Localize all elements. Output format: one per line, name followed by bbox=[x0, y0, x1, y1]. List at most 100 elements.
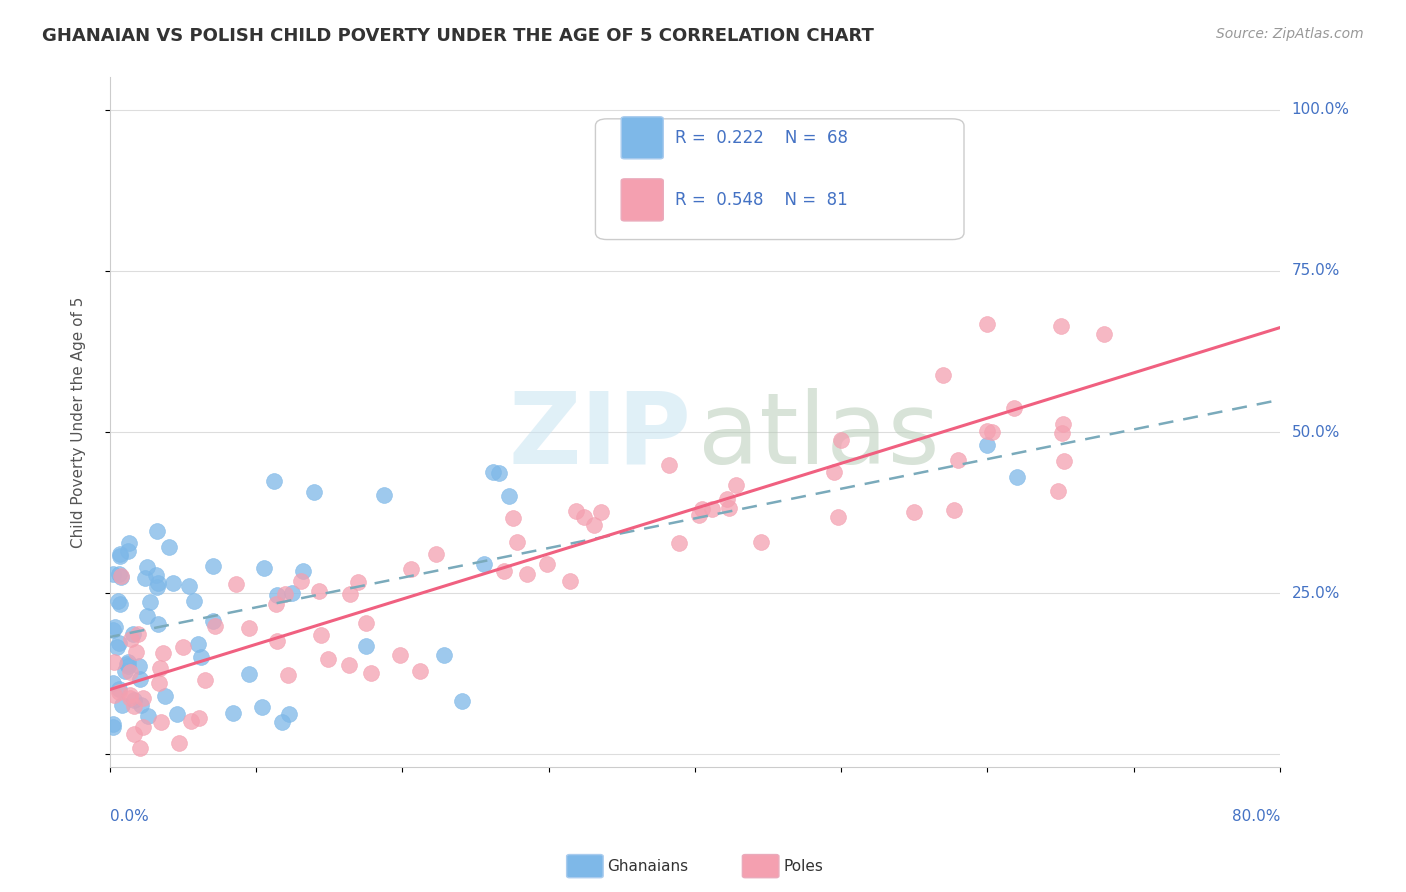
Point bbox=[103, 655, 125, 669]
Point bbox=[356, 615, 378, 630]
Point bbox=[572, 510, 595, 524]
Point bbox=[472, 557, 495, 571]
Point bbox=[146, 617, 169, 632]
Point bbox=[668, 535, 690, 549]
Point bbox=[492, 564, 515, 578]
Point bbox=[903, 505, 925, 519]
Text: 50.0%: 50.0% bbox=[1292, 425, 1340, 440]
Point bbox=[183, 594, 205, 608]
Point bbox=[136, 560, 159, 574]
Text: R =  0.222    N =  68: R = 0.222 N = 68 bbox=[675, 129, 848, 147]
Point bbox=[308, 583, 330, 598]
Point bbox=[830, 433, 852, 447]
Point bbox=[1052, 417, 1074, 431]
Point bbox=[238, 667, 260, 681]
Point bbox=[157, 540, 180, 554]
Point bbox=[582, 518, 605, 533]
Y-axis label: Child Poverty Under the Age of 5: Child Poverty Under the Age of 5 bbox=[72, 297, 86, 548]
Point bbox=[1047, 483, 1070, 498]
Point bbox=[976, 425, 998, 439]
Point bbox=[238, 621, 260, 635]
Point bbox=[932, 368, 955, 383]
Point bbox=[149, 714, 172, 729]
Point bbox=[101, 623, 124, 637]
Point bbox=[354, 639, 377, 653]
Point bbox=[409, 664, 432, 678]
Point bbox=[107, 681, 129, 696]
FancyBboxPatch shape bbox=[621, 178, 664, 221]
Point bbox=[146, 580, 169, 594]
Point bbox=[117, 658, 139, 673]
Point bbox=[117, 657, 139, 671]
Point bbox=[148, 575, 170, 590]
Point bbox=[225, 577, 247, 591]
Point bbox=[1005, 470, 1028, 484]
Point bbox=[1092, 327, 1115, 342]
Point bbox=[290, 574, 312, 589]
Point bbox=[129, 698, 152, 712]
Point bbox=[125, 645, 148, 659]
Point bbox=[122, 627, 145, 641]
Text: atlas: atlas bbox=[699, 388, 941, 484]
Point bbox=[145, 524, 167, 539]
Point bbox=[302, 484, 325, 499]
Point bbox=[145, 567, 167, 582]
Point bbox=[204, 619, 226, 633]
Point bbox=[118, 688, 141, 702]
Point bbox=[155, 690, 177, 704]
Text: Source: ZipAtlas.com: Source: ZipAtlas.com bbox=[1216, 27, 1364, 41]
Point bbox=[108, 636, 131, 650]
Point bbox=[976, 317, 998, 331]
Point bbox=[450, 694, 472, 708]
Point bbox=[291, 564, 314, 578]
Point bbox=[558, 574, 581, 589]
Point bbox=[201, 614, 224, 628]
Text: R =  0.548    N =  81: R = 0.548 N = 81 bbox=[675, 191, 848, 210]
Point bbox=[658, 458, 681, 473]
Point bbox=[120, 691, 142, 706]
FancyBboxPatch shape bbox=[621, 117, 664, 159]
Point bbox=[128, 672, 150, 686]
Point bbox=[118, 665, 141, 680]
Text: 80.0%: 80.0% bbox=[1232, 809, 1279, 823]
Point bbox=[132, 719, 155, 733]
Point bbox=[107, 567, 129, 582]
Point bbox=[506, 535, 529, 549]
Point bbox=[1052, 453, 1074, 467]
Point bbox=[148, 676, 170, 690]
Text: GHANAIAN VS POLISH CHILD POVERTY UNDER THE AGE OF 5 CORRELATION CHART: GHANAIAN VS POLISH CHILD POVERTY UNDER T… bbox=[42, 27, 875, 45]
Point bbox=[360, 666, 382, 681]
Point bbox=[946, 453, 969, 467]
Point bbox=[172, 640, 194, 654]
Point bbox=[718, 501, 741, 516]
Point bbox=[346, 574, 368, 589]
Point bbox=[263, 474, 285, 488]
Point bbox=[139, 595, 162, 609]
Text: ZIP: ZIP bbox=[509, 388, 692, 484]
Point bbox=[103, 716, 125, 731]
Point bbox=[162, 575, 184, 590]
Point bbox=[1052, 425, 1074, 440]
Point bbox=[149, 661, 172, 675]
Point bbox=[110, 597, 132, 611]
Point bbox=[339, 658, 361, 673]
Point bbox=[309, 628, 332, 642]
Point bbox=[943, 503, 966, 517]
Text: 75.0%: 75.0% bbox=[1292, 263, 1340, 278]
Point bbox=[167, 736, 190, 750]
Point bbox=[976, 438, 998, 452]
Point bbox=[107, 594, 129, 608]
Point bbox=[117, 656, 139, 670]
Point bbox=[498, 489, 520, 503]
Point bbox=[105, 640, 128, 654]
Point bbox=[124, 727, 146, 741]
Point bbox=[271, 715, 294, 730]
Point bbox=[132, 691, 155, 706]
Point bbox=[101, 567, 124, 582]
Point bbox=[101, 676, 124, 690]
Point bbox=[114, 664, 136, 678]
Point bbox=[273, 587, 295, 601]
Point bbox=[103, 688, 125, 702]
Point bbox=[180, 714, 202, 728]
Point bbox=[152, 646, 174, 660]
